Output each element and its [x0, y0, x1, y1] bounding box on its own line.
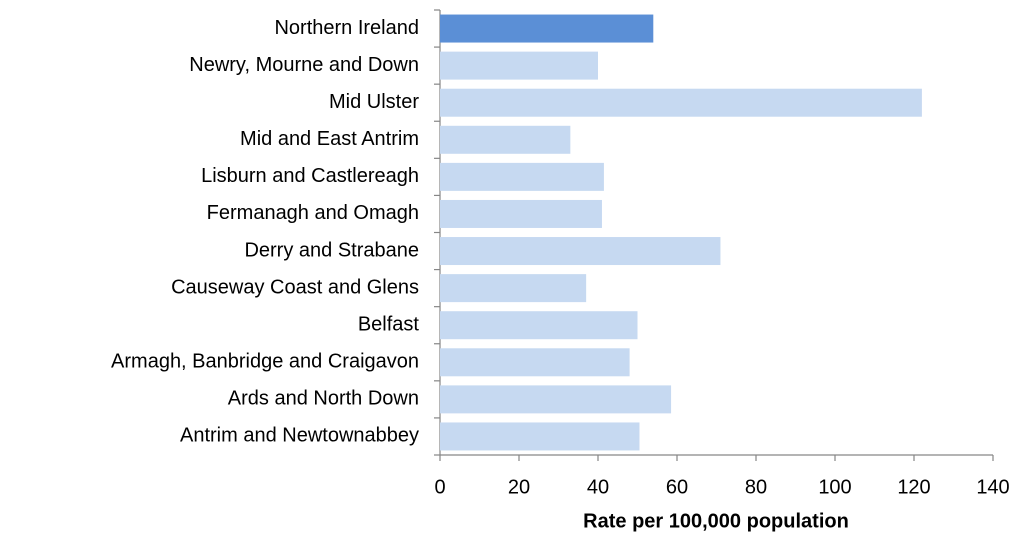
bar: [440, 385, 672, 414]
bar: [440, 311, 638, 340]
y-tick-label: Lisburn and Castlereagh: [201, 165, 419, 187]
y-tick-label: Newry, Mourne and Down: [189, 54, 419, 76]
y-tick-label: Armagh, Banbridge and Craigavon: [111, 351, 419, 373]
y-tick-label: Ards and North Down: [228, 388, 419, 410]
bar: [440, 348, 630, 377]
y-tick-label: Antrim and Newtownabbey: [180, 425, 419, 447]
bar: [440, 88, 922, 117]
y-tick-label: Belfast: [358, 313, 420, 335]
x-tick-label: 100: [818, 476, 851, 498]
bar: [440, 162, 604, 191]
x-tick-label: 60: [666, 476, 688, 498]
x-tick-label: 20: [508, 476, 530, 498]
y-tick-label: Causeway Coast and Glens: [171, 276, 419, 298]
bar: [440, 125, 571, 154]
bar: [440, 422, 640, 451]
x-tick-label: 120: [897, 476, 930, 498]
x-tick-label: 40: [587, 476, 609, 498]
y-tick-label: Derry and Strabane: [244, 239, 419, 261]
x-tick-label: 80: [745, 476, 767, 498]
bar: [440, 14, 654, 43]
x-tick-label: 140: [976, 476, 1009, 498]
bar: [440, 237, 721, 266]
x-tick-label: 0: [434, 476, 445, 498]
bar: [440, 199, 602, 228]
bar: [440, 51, 598, 80]
y-tick-label: Northern Ireland: [274, 17, 419, 39]
y-tick-label: Mid Ulster: [329, 91, 419, 113]
x-axis-label: Rate per 100,000 population: [583, 510, 849, 532]
y-tick-label: Fermanagh and Omagh: [207, 202, 419, 224]
y-tick-label: Mid and East Antrim: [240, 128, 419, 150]
bar: [440, 274, 587, 303]
